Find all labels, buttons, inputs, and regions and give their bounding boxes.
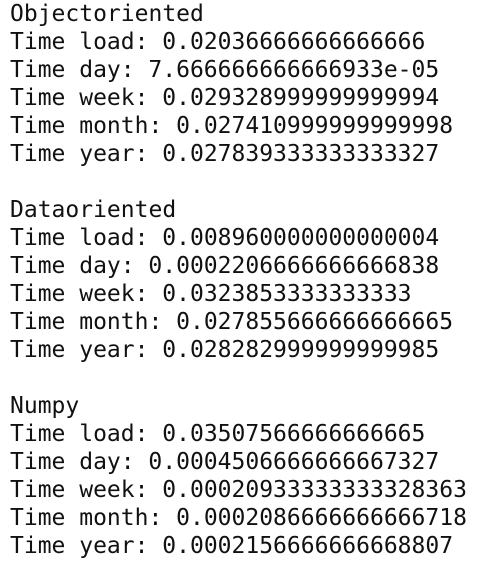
section-title: Numpy: [10, 393, 80, 419]
timing-value: 0.029328999999999994: [162, 85, 440, 111]
timing-value: 0.008960000000000004: [162, 225, 440, 251]
timing-line: Time load: 0.02036666666666666: [10, 28, 502, 56]
timing-line: Time month: 0.027855666666666665: [10, 308, 502, 336]
timing-value: 0.027410999999999998: [176, 113, 454, 139]
timing-line: Time year: 0.027839333333333327: [10, 140, 502, 168]
timing-value: 0.0002206666666666838: [148, 253, 440, 279]
timing-line: Time year: 0.028282999999999985: [10, 336, 502, 364]
timing-value: 0.02036666666666666: [162, 29, 426, 55]
timing-line: Time day: 0.0004506666666667327: [10, 448, 502, 476]
timing-line: Time week: 0.00020933333333328363: [10, 476, 502, 504]
timing-value: 0.027855666666666665: [176, 309, 454, 335]
timing-line: Time day: 0.0002206666666666838: [10, 252, 502, 280]
timing-label: Time load:: [10, 29, 149, 55]
timing-line: Time day: 7.666666666666933e-05: [10, 56, 502, 84]
timing-label: Time week:: [10, 85, 149, 111]
timing-label: Time year:: [10, 337, 149, 363]
timing-value: 0.03507566666666665: [162, 421, 426, 447]
timing-line: Time load: 0.008960000000000004: [10, 224, 502, 252]
timing-label: Time month:: [10, 113, 163, 139]
timing-line: Time load: 0.03507566666666665: [10, 420, 502, 448]
timing-line: Time year: 0.0002156666666668807: [10, 532, 502, 560]
timing-value: 0.0002156666666668807: [162, 533, 454, 559]
timing-label: Time week:: [10, 281, 149, 307]
timing-label: Time day:: [10, 57, 135, 83]
timing-value: 7.666666666666933e-05: [148, 57, 440, 83]
timing-value: 0.027839333333333327: [162, 141, 440, 167]
timing-label: Time month:: [10, 309, 163, 335]
section: Objectoriented Time load: 0.02036666666666…: [10, 0, 502, 168]
timing-label: Time load:: [10, 421, 149, 447]
timing-value: 0.0002086666666666718: [176, 505, 467, 531]
timing-label: Time day:: [10, 449, 135, 475]
timing-value: 0.0323853333333333: [162, 281, 412, 307]
section: Dataoriented Time load: 0.0089600000000000…: [10, 196, 502, 364]
section: Numpy Time load: 0.03507566666666665 Time d…: [10, 392, 502, 560]
timing-label: Time load:: [10, 225, 149, 251]
timing-line: Time month: 0.0002086666666666718: [10, 504, 502, 532]
timing-label: Time day:: [10, 253, 135, 279]
timing-line: Time week: 0.029328999999999994: [10, 84, 502, 112]
timing-label: Time week:: [10, 477, 149, 503]
timing-value: 0.028282999999999985: [162, 337, 440, 363]
section-title: Objectoriented: [10, 1, 204, 27]
timing-label: Time year:: [10, 141, 149, 167]
timing-line: Time week: 0.0323853333333333: [10, 280, 502, 308]
timing-value: 0.00020933333333328363: [162, 477, 467, 503]
timing-label: Time year:: [10, 533, 149, 559]
timing-label: Time month:: [10, 505, 163, 531]
timing-line: Time month: 0.027410999999999998: [10, 112, 502, 140]
timing-value: 0.0004506666666667327: [148, 449, 440, 475]
section-title: Dataoriented: [10, 197, 177, 223]
